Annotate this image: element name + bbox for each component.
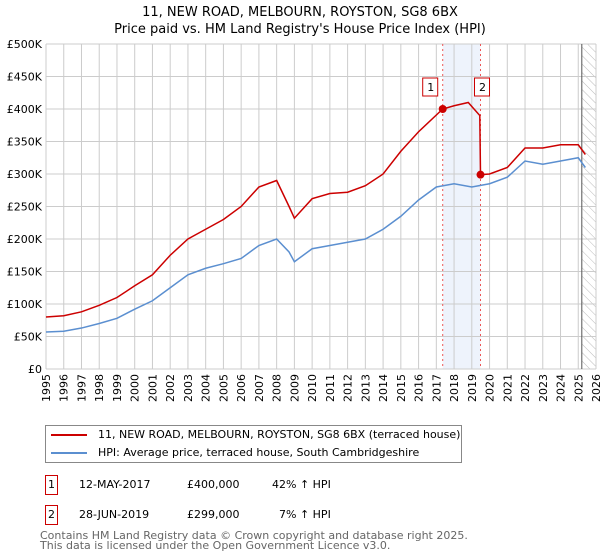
transaction-marker: 1 (45, 475, 58, 495)
transaction-date: 28-JUN-2019 (79, 508, 150, 521)
x-tick-label: 1996 (58, 374, 71, 402)
legend: 11, NEW ROAD, MELBOURN, ROYSTON, SG8 6BX… (45, 425, 462, 463)
x-tick-label: 1997 (75, 374, 88, 402)
footer-line-2: This data is licensed under the Open Gov… (40, 539, 391, 552)
y-tick-label: £100K (7, 298, 43, 311)
x-tick-label: 2014 (377, 374, 390, 402)
sale-point (438, 105, 447, 113)
y-tick-label: £0 (28, 363, 42, 376)
price-chart: 1995 1996 1997 1998 1999 2000 2001 2002 2003 2004… (7, 38, 600, 402)
title-line-2: Price paid vs. HM Land Registry's House … (114, 22, 486, 37)
y-tick-label: £400K (7, 103, 43, 116)
x-tick-label: 2016 (413, 374, 426, 402)
transaction-price: £400,000 (187, 478, 240, 491)
x-tick-label: 2001 (146, 374, 159, 402)
title-line-1: 11, NEW ROAD, MELBOURN, ROYSTON, SG8 6BX (142, 5, 458, 20)
x-tick-label: 2011 (324, 374, 337, 402)
x-tick-label: 2004 (200, 374, 213, 402)
x-tick-label: 2026 (590, 374, 600, 402)
x-tick-label: 1995 (40, 374, 53, 402)
x-tick-label: 2002 (164, 374, 177, 402)
x-tick-label: 2000 (129, 374, 142, 402)
x-tick-label: 2006 (235, 374, 248, 402)
x-tick-label: 2023 (537, 374, 550, 402)
series-line (45, 156, 586, 333)
series-line (45, 101, 586, 318)
x-tick-label: 2018 (448, 374, 461, 402)
annotation-box (474, 77, 490, 97)
y-tick-label: £500K (7, 38, 43, 51)
x-tick-label: 2024 (555, 374, 568, 402)
x-tick-label: 1999 (111, 374, 124, 402)
footer: Contains HM Land Registry data © Crown c… (40, 529, 468, 552)
x-tick-label: 2019 (466, 374, 479, 402)
annotation-box (422, 77, 439, 97)
y-tick-label: £350K (7, 136, 43, 149)
transaction-price: £299,000 (187, 508, 240, 521)
x-tick-label: 2007 (253, 374, 266, 402)
footer-line-1: Contains HM Land Registry data © Crown c… (40, 529, 468, 542)
x-tick-label: 2025 (572, 374, 585, 402)
chart-title: 11, NEW ROAD, MELBOURN, ROYSTON, SG8 6BX… (0, 4, 600, 38)
legend-swatch-hpi (51, 452, 87, 454)
legend-swatch-property (51, 434, 87, 436)
transaction-hpi: 42% ↑ HPI (272, 478, 331, 491)
x-tick-label: 2022 (519, 374, 532, 402)
legend-label: HPI: Average price, terraced house, Sout… (98, 446, 420, 459)
x-tick-label: 2009 (288, 374, 301, 402)
x-tick-label: 2013 (359, 374, 372, 402)
x-tick-label: 2003 (182, 374, 195, 402)
annotation-label: 1 (427, 81, 434, 94)
sale-point (476, 170, 485, 179)
y-tick-label: £300K (7, 168, 43, 181)
transaction-marker: 2 (45, 505, 58, 525)
x-tick-label: 2010 (306, 374, 319, 402)
legend-label: 11, NEW ROAD, MELBOURN, ROYSTON, SG8 6BX… (98, 428, 461, 441)
x-tick-label: 2017 (430, 374, 443, 402)
y-tick-label: £450K (7, 71, 43, 84)
y-tick-label: £150K (7, 266, 43, 279)
y-tick-label: £200K (7, 233, 43, 246)
transaction-date: 12-MAY-2017 (79, 478, 151, 491)
x-tick-label: 2005 (217, 374, 230, 402)
x-tick-label: 2021 (501, 374, 514, 402)
x-tick-label: 2020 (484, 374, 497, 402)
x-tick-label: 1998 (93, 374, 106, 402)
x-tick-label: 2008 (271, 374, 284, 402)
x-tick-label: 2015 (395, 374, 408, 402)
x-tick-label: 2012 (342, 374, 355, 402)
y-tick-label: £250K (7, 201, 43, 214)
y-tick-label: £50K (14, 331, 43, 344)
transaction-hpi: 7% ↑ HPI (279, 508, 331, 521)
annotation-label: 2 (479, 81, 486, 94)
